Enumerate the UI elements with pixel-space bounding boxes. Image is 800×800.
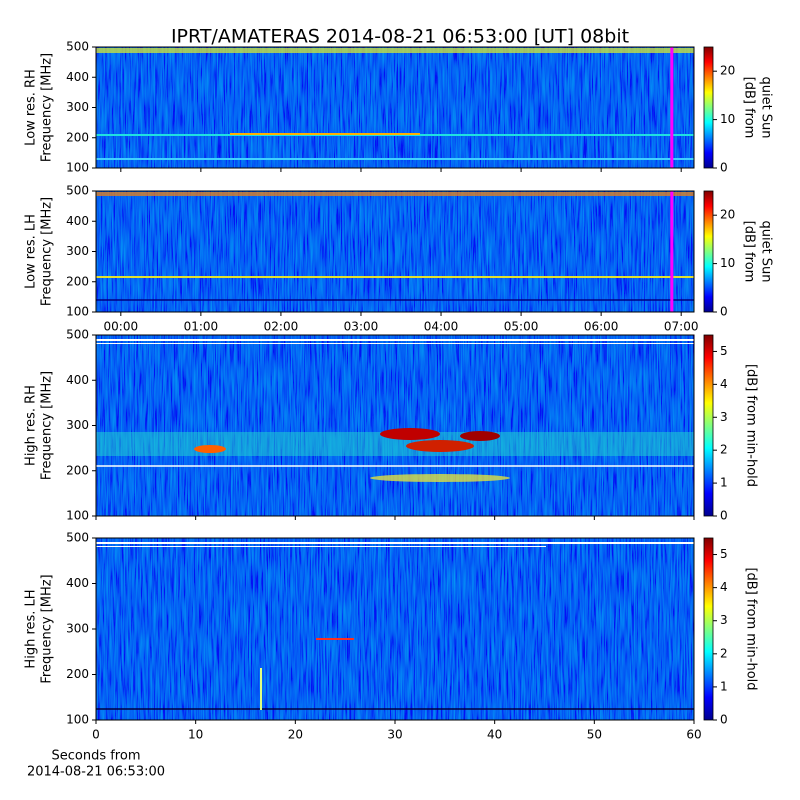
spectral-feature (96, 339, 694, 341)
y-tick-label: 400 (66, 576, 89, 590)
colorbar-tick-label: 10 (720, 112, 735, 126)
colorbar-tick-label: 3 (720, 613, 728, 627)
heatmap-texture (96, 191, 694, 312)
y-tick-label: 400 (66, 373, 89, 387)
y-tick-label: 500 (66, 328, 89, 342)
y-tick-label: 100 (66, 305, 89, 319)
y-axis-label: Low res. LH (24, 214, 39, 289)
spectral-feature (194, 445, 226, 453)
colorbar-label: quiet Sun (759, 220, 774, 282)
x-tick-label: 40 (487, 728, 502, 742)
spectral-feature (370, 474, 510, 482)
colorbar-tick-label: 4 (720, 580, 728, 594)
colorbar-label: quiet Sun (759, 76, 774, 138)
y-tick-label: 300 (66, 622, 89, 636)
colorbar-tick-label: 20 (720, 208, 735, 222)
heatmap-texture (96, 335, 694, 516)
x-tick-label: 07:00 (664, 320, 699, 334)
spectral-feature (460, 431, 500, 441)
colorbar-tick-label: 5 (720, 547, 728, 561)
colorbar (703, 537, 714, 721)
colorbar-label: [dB] from min-hold (744, 567, 759, 690)
y-tick-label: 400 (66, 214, 89, 228)
y-tick-label: 300 (66, 100, 89, 114)
x-tick-label: 04:00 (424, 320, 459, 334)
y-tick-label: 200 (66, 667, 89, 681)
colorbar-label: [dB] from (742, 77, 757, 139)
x-axis-label: Seconds from (51, 749, 140, 764)
x-tick-label: 03:00 (344, 320, 379, 334)
y-axis-label: Low res. RH (24, 69, 39, 146)
spectral-feature (96, 542, 694, 544)
y-tick-label: 100 (66, 713, 89, 727)
x-tick-label: 06:00 (584, 320, 619, 334)
heatmap-texture (96, 47, 694, 168)
y-axis-label: High res. RH (24, 385, 39, 466)
x-tick-label: 02:00 (264, 320, 299, 334)
y-tick-label: 300 (66, 244, 89, 258)
y-tick-label: 100 (66, 161, 89, 175)
colorbar-tick-label: 0 (720, 509, 728, 523)
x-tick-label: 00:00 (104, 320, 139, 334)
heatmap-texture (96, 538, 694, 720)
spectral-feature (96, 192, 694, 196)
colorbar (703, 46, 714, 169)
x-tick-label: 20 (288, 728, 303, 742)
y-axis-label: Frequency [MHz] (40, 53, 55, 162)
colorbar-tick-label: 10 (720, 256, 735, 270)
y-tick-label: 300 (66, 418, 89, 432)
colorbar-tick-label: 20 (720, 64, 735, 78)
colorbar-label: [dB] from (742, 221, 757, 283)
colorbar (703, 334, 714, 517)
x-axis-label: 2014-08-21 06:53:00 (27, 765, 165, 780)
spectral-feature (96, 546, 546, 547)
x-tick-label: 30 (387, 728, 402, 742)
colorbar-label: [dB] from min-hold (744, 364, 759, 487)
y-tick-label: 200 (66, 130, 89, 144)
colorbar-tick-label: 2 (720, 443, 728, 457)
figure-title: IPRT/AMATERAS 2014-08-21 06:53:00 [UT] 0… (171, 26, 629, 48)
x-tick-label: 01:00 (184, 320, 219, 334)
x-tick-label: 50 (587, 728, 602, 742)
spectral-feature (380, 428, 440, 440)
y-tick-label: 200 (66, 463, 89, 477)
colorbar-tick-label: 1 (720, 679, 728, 693)
colorbar-tick-label: 1 (720, 476, 728, 490)
y-axis-label: High res. LH (24, 589, 39, 668)
y-axis-label: Frequency [MHz] (40, 197, 55, 306)
colorbar-tick-label: 2 (720, 646, 728, 660)
spectral-feature (406, 440, 474, 452)
colorbar-tick-label: 4 (720, 377, 728, 391)
y-tick-label: 500 (66, 531, 89, 545)
y-tick-label: 400 (66, 70, 89, 84)
spectral-feature (96, 343, 694, 344)
colorbar (703, 190, 714, 313)
x-tick-label: 05:00 (504, 320, 539, 334)
y-tick-label: 500 (66, 184, 89, 198)
colorbar-tick-label: 3 (720, 410, 728, 424)
y-tick-label: 500 (66, 40, 89, 54)
x-tick-label: 60 (686, 728, 701, 742)
colorbar-tick-label: 5 (720, 344, 728, 358)
colorbar-tick-label: 0 (720, 161, 728, 175)
colorbar-tick-label: 0 (720, 713, 728, 727)
spectral-feature (96, 48, 694, 53)
spectral-features (96, 48, 694, 710)
x-tick-label: 10 (188, 728, 203, 742)
y-tick-label: 100 (66, 509, 89, 523)
x-tick-label: 0 (92, 728, 100, 742)
y-tick-label: 200 (66, 274, 89, 288)
colorbar-tick-label: 0 (720, 305, 728, 319)
y-axis-label: Frequency [MHz] (40, 574, 55, 683)
heatmaps (96, 47, 694, 720)
y-axis-label: Frequency [MHz] (40, 371, 55, 480)
